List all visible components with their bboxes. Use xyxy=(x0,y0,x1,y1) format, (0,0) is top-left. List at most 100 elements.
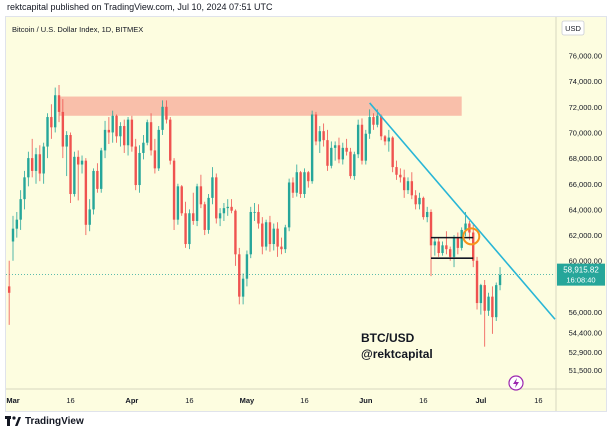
candle[interactable] xyxy=(7,260,11,325)
candle[interactable] xyxy=(180,185,183,216)
candle[interactable] xyxy=(364,129,368,165)
candle[interactable] xyxy=(15,211,19,238)
candle[interactable] xyxy=(76,150,80,201)
candle[interactable] xyxy=(456,232,460,255)
candle[interactable] xyxy=(284,224,287,254)
downtrend-line[interactable] xyxy=(369,102,556,320)
candle[interactable] xyxy=(157,126,160,171)
candle[interactable] xyxy=(460,227,463,251)
candle[interactable] xyxy=(226,199,229,216)
candle[interactable] xyxy=(322,123,325,147)
candle[interactable] xyxy=(287,178,291,232)
candle[interactable] xyxy=(134,138,137,191)
candle[interactable] xyxy=(165,100,168,124)
candle[interactable] xyxy=(119,122,122,147)
candle[interactable] xyxy=(307,170,310,188)
candle[interactable] xyxy=(207,194,210,234)
candle[interactable] xyxy=(84,158,88,236)
candle[interactable] xyxy=(479,283,483,315)
candle[interactable] xyxy=(441,241,444,256)
candle[interactable] xyxy=(410,172,414,200)
candle[interactable] xyxy=(402,169,406,198)
candle[interactable] xyxy=(188,209,191,250)
candle[interactable] xyxy=(379,114,383,141)
candle[interactable] xyxy=(103,120,107,159)
candle[interactable] xyxy=(115,114,118,143)
candle[interactable] xyxy=(107,117,111,144)
candle[interactable] xyxy=(57,84,61,123)
candle[interactable] xyxy=(483,279,486,347)
candle[interactable] xyxy=(11,215,15,261)
candle[interactable] xyxy=(69,132,72,203)
candle[interactable] xyxy=(199,174,203,209)
candle[interactable] xyxy=(368,109,371,139)
candle[interactable] xyxy=(310,110,314,184)
candle[interactable] xyxy=(65,131,68,177)
candle[interactable] xyxy=(299,170,302,198)
candle[interactable] xyxy=(123,119,126,153)
candle[interactable] xyxy=(46,113,49,159)
candle[interactable] xyxy=(314,111,318,146)
candle[interactable] xyxy=(215,173,218,224)
candle[interactable] xyxy=(406,177,410,195)
candle[interactable] xyxy=(238,247,241,305)
candle[interactable] xyxy=(333,141,337,161)
candle[interactable] xyxy=(268,215,272,252)
candle[interactable] xyxy=(138,145,141,193)
candle[interactable] xyxy=(337,137,341,164)
candle[interactable] xyxy=(276,222,279,257)
candle[interactable] xyxy=(130,115,134,152)
candle[interactable] xyxy=(491,286,494,334)
candle[interactable] xyxy=(326,129,329,171)
candle[interactable] xyxy=(38,145,42,182)
candle[interactable] xyxy=(429,209,433,277)
chart-panel[interactable]: Bitcoin / U.S. Dollar Index, 1D, BITMEX … xyxy=(5,16,607,412)
candlestick-chart[interactable]: Bitcoin / U.S. Dollar Index, 1D, BITMEX … xyxy=(6,17,606,411)
candle[interactable] xyxy=(422,196,425,220)
candle[interactable] xyxy=(146,119,149,146)
candle[interactable] xyxy=(96,163,99,193)
candle[interactable] xyxy=(184,201,187,248)
candle[interactable] xyxy=(92,168,95,215)
candle[interactable] xyxy=(192,192,195,225)
candle[interactable] xyxy=(80,155,84,174)
candle[interactable] xyxy=(73,151,76,197)
candle[interactable] xyxy=(280,237,283,255)
candle[interactable] xyxy=(30,138,34,178)
candle[interactable] xyxy=(88,199,91,232)
candle[interactable] xyxy=(272,223,275,251)
candle[interactable] xyxy=(42,142,45,184)
candle[interactable] xyxy=(253,203,256,221)
candle[interactable] xyxy=(399,168,402,183)
candle[interactable] xyxy=(61,99,65,159)
candle[interactable] xyxy=(195,183,199,227)
candle[interactable] xyxy=(418,192,421,210)
candle[interactable] xyxy=(19,190,22,230)
candle[interactable] xyxy=(169,117,172,165)
candle[interactable] xyxy=(383,135,387,146)
candle[interactable] xyxy=(372,113,375,130)
candle[interactable] xyxy=(495,282,498,322)
price-scale-area[interactable] xyxy=(556,17,606,411)
currency-button[interactable] xyxy=(561,20,585,36)
candle[interactable] xyxy=(126,117,130,156)
candle[interactable] xyxy=(391,136,394,173)
candle[interactable] xyxy=(203,201,206,236)
candle[interactable] xyxy=(264,219,268,251)
candle[interactable] xyxy=(433,237,437,256)
candle[interactable] xyxy=(218,208,222,227)
candle[interactable] xyxy=(295,164,298,197)
candle[interactable] xyxy=(291,177,295,198)
candle[interactable] xyxy=(387,129,391,152)
candle[interactable] xyxy=(330,141,333,169)
candle[interactable] xyxy=(318,126,321,153)
candle[interactable] xyxy=(472,224,475,268)
candle[interactable] xyxy=(257,204,260,229)
candle[interactable] xyxy=(437,237,440,257)
candle[interactable] xyxy=(341,142,345,165)
candle[interactable] xyxy=(395,160,398,180)
candle[interactable] xyxy=(211,167,214,205)
candle[interactable] xyxy=(230,199,233,214)
candle[interactable] xyxy=(27,151,30,187)
candle[interactable] xyxy=(487,292,490,316)
